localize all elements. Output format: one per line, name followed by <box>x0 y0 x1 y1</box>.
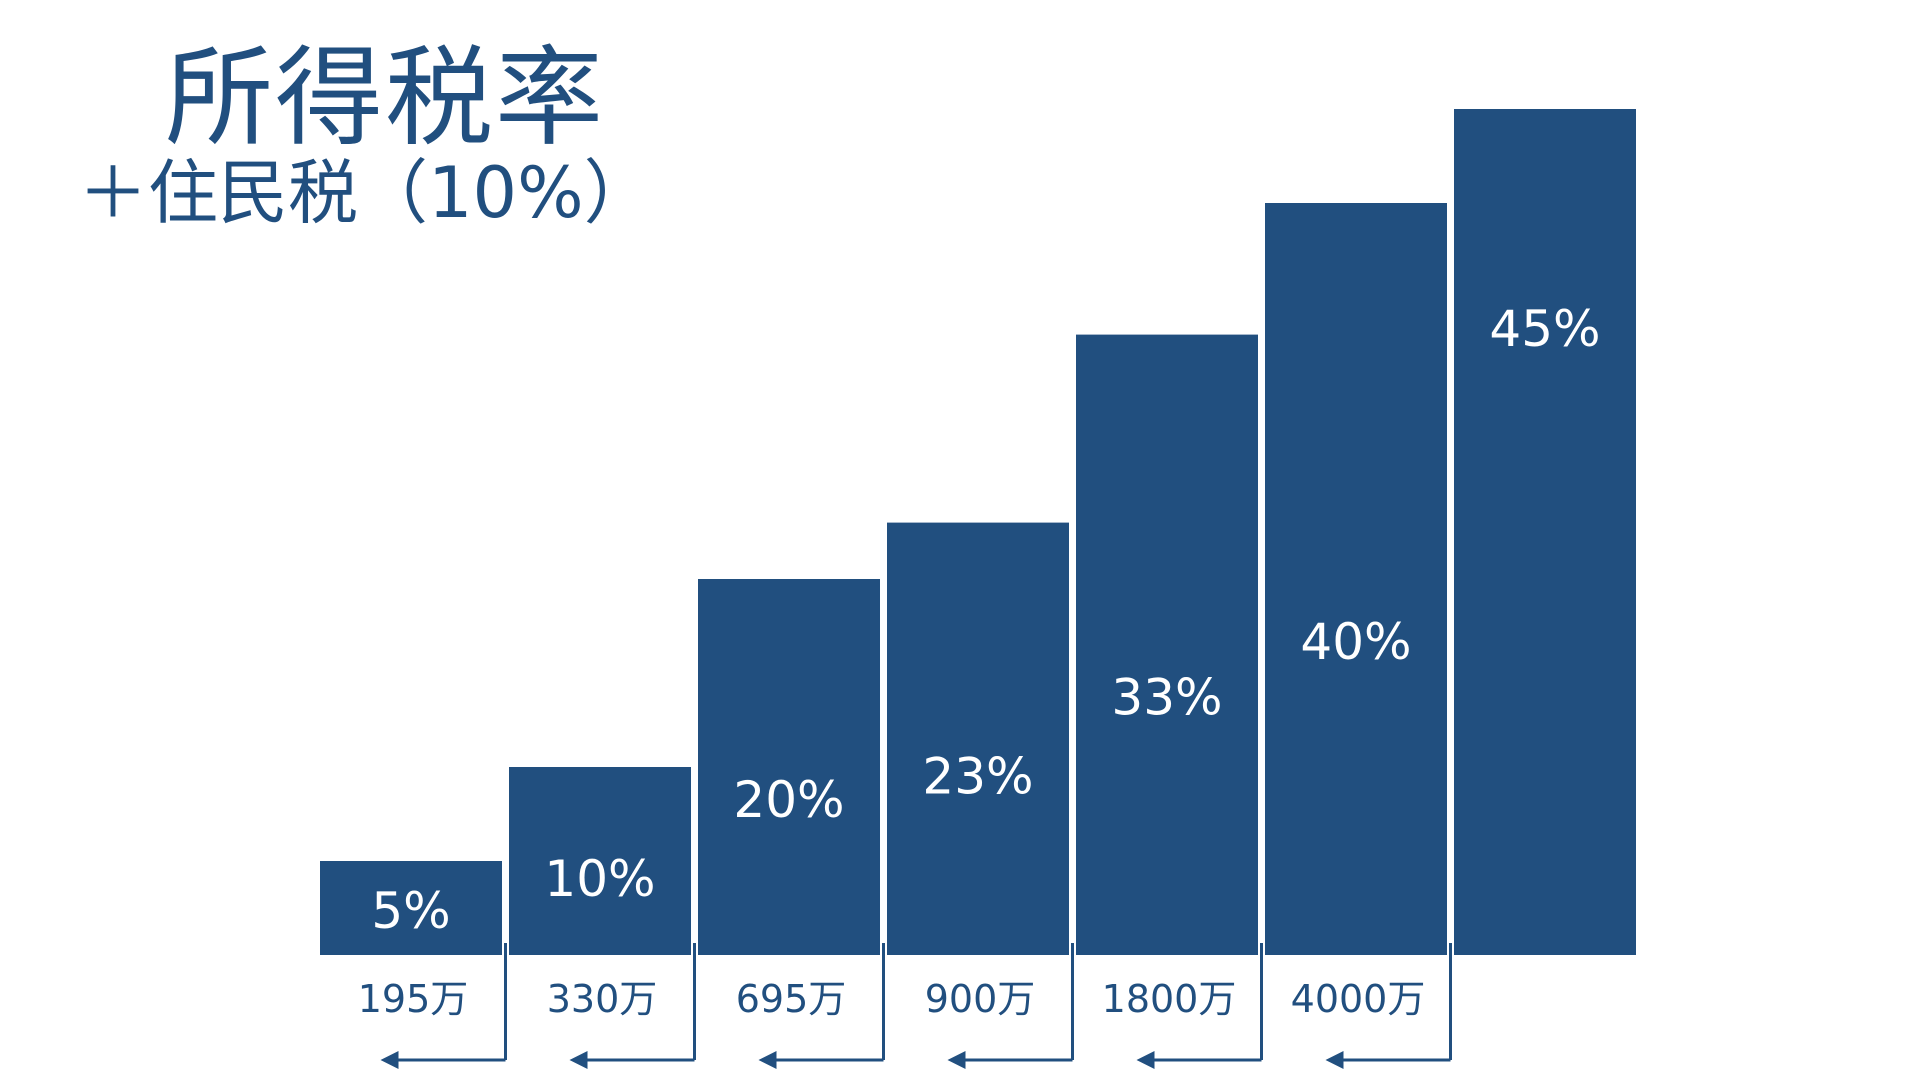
bracket-arrow-head-2 <box>758 1051 777 1069</box>
value-label-3: 23% <box>922 747 1033 805</box>
threshold-label-4: 1800万 <box>1102 977 1237 1021</box>
value-labels-group: 5% 10% 20% 23% 33% 40% 45% <box>371 300 1600 940</box>
threshold-label-0: 195万 <box>358 977 469 1021</box>
bars-group <box>320 109 1636 956</box>
value-label-0: 5% <box>371 882 450 940</box>
bracket-arrow-head-0 <box>380 1051 399 1069</box>
bar-1 <box>509 767 691 955</box>
threshold-label-5: 4000万 <box>1291 977 1426 1021</box>
bracket-arrows-group <box>380 943 1452 1069</box>
bar-2 <box>698 579 880 955</box>
threshold-label-1: 330万 <box>547 977 658 1021</box>
bar-5 <box>1265 203 1447 955</box>
threshold-label-3: 900万 <box>925 977 1036 1021</box>
chart-title: 所得税率 <box>165 36 606 161</box>
chart-subtitle: ＋住民税（10%） <box>78 152 654 234</box>
bar-0 <box>320 861 502 955</box>
bar-3 <box>887 522 1069 955</box>
value-label-5: 40% <box>1300 613 1411 671</box>
threshold-label-2: 695万 <box>736 977 847 1021</box>
value-label-4: 33% <box>1111 668 1222 726</box>
bar-6 <box>1454 109 1636 955</box>
threshold-labels-group: 195万 330万 695万 900万 1800万 4000万 <box>358 977 1426 1021</box>
bracket-arrow-head-1 <box>569 1051 588 1069</box>
value-label-6: 45% <box>1489 300 1600 358</box>
value-label-2: 20% <box>733 771 844 829</box>
bracket-arrow-head-4 <box>1136 1051 1155 1069</box>
bar-4 <box>1076 334 1258 956</box>
bracket-arrow-head-5 <box>1325 1051 1344 1069</box>
bracket-arrow-head-3 <box>947 1051 966 1069</box>
value-label-1: 10% <box>544 850 655 908</box>
